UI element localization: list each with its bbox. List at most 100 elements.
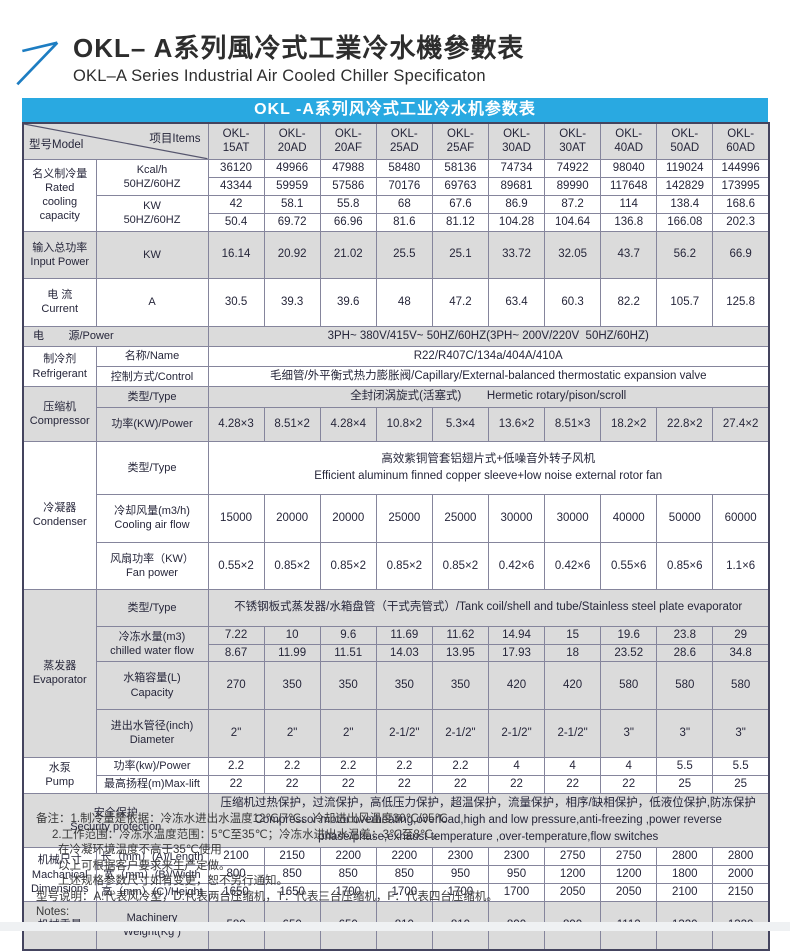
value-cell: 2-1/2" bbox=[544, 709, 602, 758]
label-line: 高（mm）(C)/Height bbox=[101, 886, 203, 899]
table-row: 水箱容量(L) Capacity 270 350 350 350 350 420 420 580 5… bbox=[23, 661, 770, 711]
value-cell: 60000 bbox=[712, 494, 770, 543]
model-header: OKL- 25AF bbox=[431, 122, 489, 160]
value-cell: 144996 bbox=[712, 158, 770, 178]
value-cell: 11.69 bbox=[375, 625, 433, 645]
value-cell: 66.9 bbox=[712, 230, 770, 280]
sub-label: 类型/Type bbox=[95, 440, 209, 496]
value-cell: 0.85×2 bbox=[263, 541, 321, 591]
label-line: cooling bbox=[42, 196, 78, 209]
label-line: Refrigerant bbox=[32, 367, 87, 380]
value-cell: 3" bbox=[656, 709, 714, 758]
label-line: A bbox=[148, 296, 156, 309]
value-cell: 33.72 bbox=[487, 230, 546, 280]
model-header: OKL- 30AD bbox=[487, 122, 546, 160]
label-line: 功率(kw)/Power bbox=[113, 759, 191, 772]
value-cell: 2800 bbox=[712, 847, 770, 867]
label-line: Kcal/h bbox=[136, 163, 168, 176]
label-line: Compressor bbox=[29, 415, 90, 428]
label-line: 水泵 bbox=[48, 761, 71, 774]
value-cell: 1.1×6 bbox=[712, 541, 770, 591]
value-cell: 270 bbox=[207, 661, 265, 711]
value-cell: 580 bbox=[656, 661, 714, 711]
corner-cell: 型号Model 项目Items bbox=[22, 122, 209, 160]
value-cell: 4 bbox=[544, 756, 602, 776]
value-cell: 168.6 bbox=[712, 194, 770, 214]
group-label: 蒸发器 Evaporator bbox=[22, 589, 97, 758]
value-cell: 17.93 bbox=[487, 643, 546, 663]
model-code: 30AD bbox=[502, 142, 531, 155]
value-cell: 138.4 bbox=[656, 194, 714, 214]
value-cell: 28.6 bbox=[656, 643, 714, 663]
model-prefix: OKL- bbox=[503, 128, 530, 140]
value-cell: 104.28 bbox=[487, 212, 546, 232]
merged-line: 不锈钢板式蒸发器/水箱盘管（干式壳管式）/Tank coil/shell and… bbox=[234, 601, 743, 614]
sub-label: 进出水管径(inch) Diameter bbox=[95, 709, 209, 758]
model-prefix: OKL- bbox=[222, 128, 250, 140]
value-cell: 10.8×2 bbox=[375, 406, 433, 442]
value-cell: 0.42×6 bbox=[544, 541, 602, 591]
value-cell: 4.28×3 bbox=[207, 406, 265, 442]
label-line: Rated bbox=[45, 181, 75, 194]
value-cell: 2150 bbox=[712, 883, 770, 903]
label-line: 冷却风量(m3/h) bbox=[114, 505, 190, 518]
sub-label: KW 50HZ/60HZ bbox=[95, 194, 209, 232]
value-cell: 950 bbox=[487, 865, 546, 885]
merged-line: R22/R407C/134a/404A/410A bbox=[413, 349, 563, 362]
sub-label: 宽（mm）(B)/Width bbox=[95, 865, 209, 885]
model-code: 25AD bbox=[389, 142, 419, 155]
value-cell: 850 bbox=[319, 865, 377, 885]
value-cell: 0.42×6 bbox=[487, 541, 546, 591]
value-cell: 202.3 bbox=[712, 212, 770, 232]
sub-label: 类型/Type bbox=[95, 589, 209, 627]
value-cell: 59959 bbox=[263, 176, 321, 196]
value-cell: 25 bbox=[712, 774, 770, 794]
value-cell: 32.05 bbox=[544, 230, 602, 280]
label-line: 长（mm）(A)/Length bbox=[100, 850, 204, 863]
table-row: 电 源/Power 3PH~ 380V/415V~ 50HZ/60HZ(3PH~ … bbox=[22, 325, 770, 347]
value-cell: 57586 bbox=[319, 176, 377, 196]
sub-label: Kcal/h 50HZ/60HZ bbox=[95, 158, 209, 196]
value-cell: 1200 bbox=[600, 865, 658, 885]
value-cell: 350 bbox=[319, 661, 377, 711]
label-line: Condenser bbox=[32, 516, 87, 529]
value-cell: 16.14 bbox=[207, 230, 265, 280]
model-prefix: OKL- bbox=[727, 128, 755, 140]
label-line: 50HZ/60HZ bbox=[123, 178, 181, 191]
value-cell: 580 bbox=[600, 661, 658, 711]
diagonal-line bbox=[24, 124, 208, 159]
title-block: OKL– A系列風冷式工業冷水機參數表 OKL–A Series Industr… bbox=[73, 33, 524, 86]
table-row: 43344 59959 57586 70176 69763 89681 89990 11764… bbox=[23, 176, 770, 196]
value-cell: 82.2 bbox=[600, 278, 658, 327]
value-cell: 1650 bbox=[263, 883, 321, 903]
bottom-strip bbox=[0, 922, 790, 931]
merged-line: 压缩机过热保护，过流保护，高低压力保护，超温保护，流量保护，相序/缺相保护，低液… bbox=[220, 796, 756, 809]
value-cell: 42 bbox=[207, 194, 265, 214]
value-cell: 48 bbox=[375, 278, 433, 327]
group-label: 制冷剂 Refrigerant bbox=[22, 345, 97, 388]
value-cell: 74922 bbox=[544, 158, 602, 178]
value-cell: 0.85×2 bbox=[431, 541, 489, 591]
value-cell: 39.6 bbox=[319, 278, 377, 327]
value-cell: 69763 bbox=[431, 176, 489, 196]
table-row: 名义制冷量 Rated cooling capacity Kcal/h 50HZ/60HZ… bbox=[22, 158, 770, 232]
value-cell: 40000 bbox=[600, 494, 658, 543]
value-cell: 2" bbox=[263, 709, 321, 758]
value-cell: 0.55×2 bbox=[207, 541, 265, 591]
value-cell: 55.8 bbox=[319, 194, 377, 214]
group-label: 电 源/Power bbox=[22, 325, 209, 347]
value-cell: 11.51 bbox=[319, 643, 377, 663]
value-cell: 2100 bbox=[656, 883, 714, 903]
model-code: 20AF bbox=[334, 142, 362, 155]
merged-value-cell: 3PH~ 380V/415V~ 50HZ/60HZ(3PH~ 200V/220V… bbox=[207, 325, 770, 347]
label-line: 类型/Type bbox=[127, 461, 177, 474]
table-row: 8.67 11.99 11.51 14.03 13.95 17.93 18 23.52 28.6… bbox=[23, 643, 770, 663]
value-cell: 15 bbox=[544, 625, 602, 645]
table-header-row: 型号Model 项目Items OKL- 15AT OKL- 20AD OKL- 20AF OK… bbox=[22, 122, 770, 160]
label-line: Fan power bbox=[126, 567, 178, 580]
value-cell: 47988 bbox=[319, 158, 377, 178]
value-cell: 25.1 bbox=[431, 230, 489, 280]
value-cell: 22 bbox=[544, 774, 602, 794]
page-subtitle: OKL–A Series Industrial Air Cooled Chill… bbox=[73, 66, 486, 85]
label-line: 最高扬程(m)Max-lift bbox=[104, 777, 200, 790]
